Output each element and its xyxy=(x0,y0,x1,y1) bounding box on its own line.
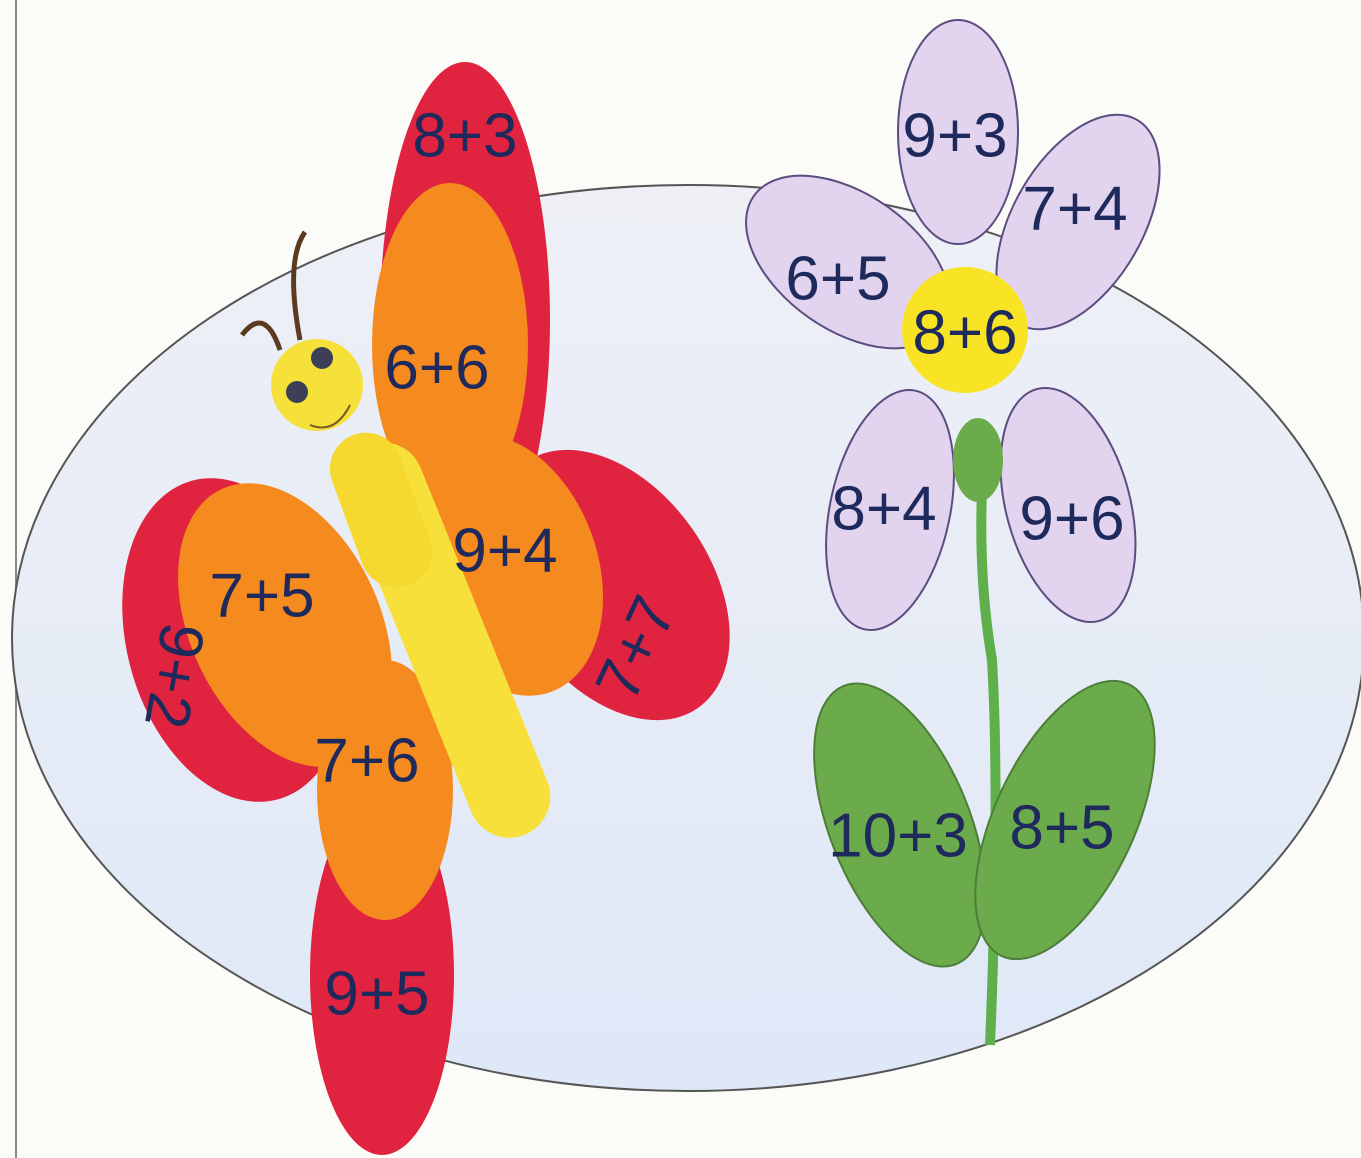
sepal xyxy=(953,418,1003,502)
wing-label: 6+6 xyxy=(384,333,489,402)
center-label: 8+6 xyxy=(912,298,1017,367)
wing-label: 9+5 xyxy=(324,959,429,1028)
eye xyxy=(286,381,308,403)
eye xyxy=(311,347,333,369)
wing-label: 9+4 xyxy=(452,516,557,585)
wing-label: 7+5 xyxy=(209,561,314,630)
petal-label: 9+3 xyxy=(902,101,1007,170)
leaf-label: 10+3 xyxy=(828,801,968,870)
illustration: 8+3 6+6 9+4 7+7 7+5 9+2 7+6 9+5 9+3 7+4 … xyxy=(0,0,1361,1158)
petal-label: 6+5 xyxy=(785,244,890,313)
petal-label: 7+4 xyxy=(1022,174,1127,243)
leaf-label: 8+5 xyxy=(1009,793,1114,862)
petal-label: 9+6 xyxy=(1019,484,1124,553)
wing-label: 7+6 xyxy=(314,726,419,795)
wing-label: 8+3 xyxy=(412,101,517,170)
petal-label: 8+4 xyxy=(831,474,936,543)
